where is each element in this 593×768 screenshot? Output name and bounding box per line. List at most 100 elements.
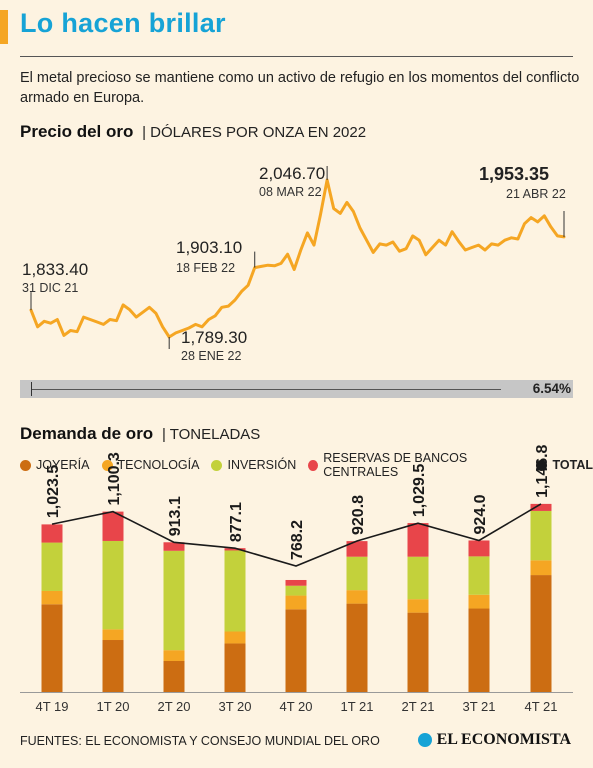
legend-item-tecnologia: TECNOLOGÍA	[101, 458, 200, 472]
legend-label-reservas: RESERVAS DE BANCOS CENTRALES	[323, 451, 468, 479]
x-tick-label: 4T 21	[524, 699, 557, 714]
brand-name: EL ECONOMISTA	[436, 731, 571, 748]
bar-segment-3T20-2	[224, 550, 246, 632]
page-subtitle: El metal precioso se mantiene como un ac…	[20, 70, 580, 106]
price-line-chart	[29, 166, 566, 349]
title-accent-bar	[0, 10, 8, 44]
bar-segment-4T20-0	[285, 609, 307, 692]
feb-price-label: 1,903.10	[176, 238, 243, 257]
price-series-line	[29, 178, 566, 339]
bar-segment-4T21-2	[530, 510, 552, 561]
globe-icon	[417, 733, 432, 747]
bar-segment-4T21-1	[530, 560, 552, 576]
total-value-label: 924.0	[472, 494, 489, 534]
bar-segment-4T21-0	[530, 575, 552, 692]
bar-segment-4T20-1	[285, 595, 307, 610]
bar-segment-1T20-2	[102, 540, 124, 630]
bar-segment-1T20-3	[102, 511, 124, 541]
low-date-label: 28 ENE 22	[181, 349, 242, 363]
bar-segment-1T21-0	[346, 603, 368, 692]
total-value-label: 1,023.5	[45, 465, 62, 518]
sources-footer: FUENTES: EL ECONOMISTA Y CONSEJO MUNDIAL…	[20, 734, 380, 748]
x-tick-label: 3T 21	[462, 699, 495, 714]
bar-segment-3T20-0	[224, 643, 246, 692]
x-tick-label: 3T 20	[218, 699, 251, 714]
change-percentage: 6.54%	[532, 381, 571, 396]
price-annotation-ticks	[30, 166, 565, 349]
brand-logo: EL ECONOMISTA	[417, 731, 571, 749]
x-tick-label: 2T 21	[401, 699, 434, 714]
legend-swatch-reservas	[308, 459, 319, 471]
bar-segment-3T21-3	[468, 540, 490, 557]
bar-segment-3T21-2	[468, 556, 490, 595]
legend-swatch-joyeria	[20, 459, 31, 471]
bar-segment-3T20-3	[224, 548, 246, 551]
bar-segment-4T20-2	[285, 585, 307, 596]
start-price-label: 1,833.40	[22, 260, 89, 279]
bar-segment-1T21-1	[346, 590, 368, 604]
total-value-label: 1,029.5	[411, 464, 428, 517]
x-tick-label: 4T 20	[279, 699, 312, 714]
total-value-label: 768.2	[289, 520, 306, 560]
price-section-heading: Precio del oro | DÓLARES POR ONZA EN 202…	[20, 122, 366, 142]
bar-segment-3T21-0	[468, 608, 490, 692]
legend-swatch-tecnologia	[101, 459, 113, 471]
bar-segment-4T19-2	[41, 542, 63, 591]
bar-segment-4T19-3	[41, 524, 63, 543]
bar-segment-4T20-3	[285, 579, 307, 586]
bar-segment-4T19-0	[41, 604, 63, 692]
bar-segment-2T21-0	[407, 612, 429, 692]
legend-item-inversion: INVERSIÓN	[211, 458, 296, 472]
legend-item-joyeria: JOYERÍA	[20, 458, 90, 472]
x-tick-label: 1T 21	[340, 699, 373, 714]
bar-segment-2T20-2	[163, 550, 185, 651]
start-date-label: 31 DIC 21	[22, 281, 79, 295]
end-date-label: 21 ABR 22	[506, 187, 566, 201]
total-value-label: 1,146.8	[534, 444, 551, 497]
total-value-label: 1,100.3	[106, 452, 123, 505]
bar-segment-2T20-3	[163, 542, 185, 551]
bar-segment-2T21-1	[407, 599, 429, 613]
bar-segment-1T21-3	[346, 541, 368, 557]
x-tick-label: 4T 19	[35, 699, 68, 714]
change-bar-marker	[31, 382, 32, 396]
change-bar-line	[31, 389, 501, 390]
title-divider	[20, 56, 573, 57]
bar-segment-1T20-0	[102, 640, 124, 692]
total-value-label: 920.8	[350, 495, 367, 535]
legend-label-tecnologia: TECNOLOGÍA	[117, 458, 200, 472]
bar-segment-4T19-1	[41, 590, 63, 605]
bar-segment-1T20-1	[102, 629, 124, 641]
legend-item-total: TOTAL	[536, 458, 593, 472]
x-tick-label: 1T 20	[96, 699, 129, 714]
total-value-label: 913.1	[167, 496, 184, 536]
legend-swatch-inversion	[211, 459, 223, 471]
price-section-subtitle: | DÓLARES POR ONZA EN 2022	[142, 124, 367, 141]
legend-swatch-total	[536, 459, 548, 471]
bar-segment-2T20-0	[163, 661, 185, 692]
bar-segment-1T21-2	[346, 556, 368, 591]
bar-segment-2T21-2	[407, 556, 429, 600]
legend-label-total: TOTAL	[552, 458, 593, 472]
legend-label-inversion: INVERSIÓN	[227, 458, 297, 472]
legend-item-reservas: RESERVAS DE BANCOS CENTRALES	[308, 451, 524, 479]
demand-section-heading: Demanda de oro | TONELADAS	[20, 424, 260, 444]
bar-segment-2T21-3	[407, 523, 429, 557]
low-price-label: 1,789.30	[181, 328, 248, 347]
end-price-label: 1,953.35	[479, 164, 550, 184]
bar-segment-2T20-1	[163, 650, 185, 662]
bar-segment-3T20-1	[224, 631, 246, 644]
total-line	[51, 503, 542, 567]
x-tick-label: 2T 20	[157, 699, 190, 714]
bar-segment-4T21-3	[530, 503, 552, 511]
demand-section-title: Demanda de oro	[20, 424, 154, 443]
total-value-label: 877.1	[228, 502, 245, 542]
bar-segment-3T21-1	[468, 594, 490, 609]
demand-legend: JOYERÍA TECNOLOGÍA INVERSIÓN RESERVAS DE…	[20, 451, 593, 479]
high-price-label: 2,046.70	[259, 164, 326, 183]
high-date-label: 08 MAR 22	[259, 185, 322, 199]
page-title: Lo hacen brillar	[20, 8, 226, 38]
demand-section-subtitle: | TONELADAS	[161, 426, 261, 443]
price-section-title: Precio del oro	[20, 122, 134, 141]
